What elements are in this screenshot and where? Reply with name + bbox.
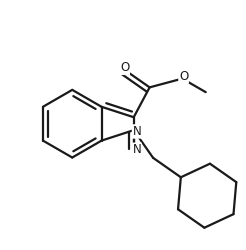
Text: O: O	[179, 70, 188, 83]
Text: N: N	[133, 125, 141, 138]
Text: N: N	[133, 143, 141, 156]
Text: O: O	[120, 61, 129, 74]
